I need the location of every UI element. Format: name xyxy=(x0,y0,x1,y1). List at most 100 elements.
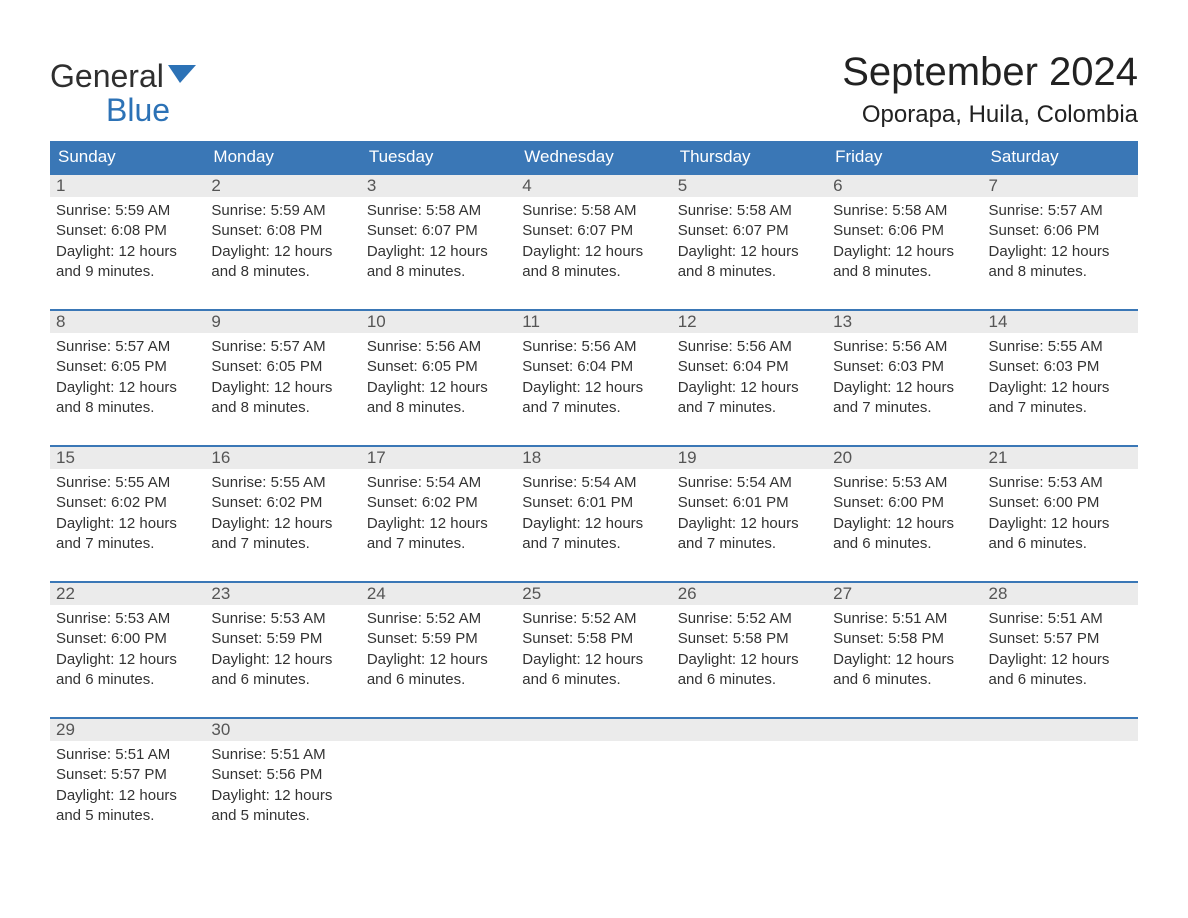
day-details: Sunrise: 5:58 AMSunset: 6:07 PMDaylight:… xyxy=(516,197,671,282)
day-details: Sunrise: 5:56 AMSunset: 6:04 PMDaylight:… xyxy=(516,333,671,418)
day-number: 26 xyxy=(672,583,827,605)
day-details: Sunrise: 5:57 AMSunset: 6:06 PMDaylight:… xyxy=(983,197,1138,282)
calendar-day xyxy=(827,719,982,839)
day-details: Sunrise: 5:51 AMSunset: 5:56 PMDaylight:… xyxy=(205,741,360,826)
weekday-label: Friday xyxy=(827,141,982,173)
calendar-day: 9Sunrise: 5:57 AMSunset: 6:05 PMDaylight… xyxy=(205,311,360,431)
day-number xyxy=(983,719,1138,741)
day-number: 21 xyxy=(983,447,1138,469)
weekday-label: Tuesday xyxy=(361,141,516,173)
calendar-day: 26Sunrise: 5:52 AMSunset: 5:58 PMDayligh… xyxy=(672,583,827,703)
calendar-week: 29Sunrise: 5:51 AMSunset: 5:57 PMDayligh… xyxy=(50,717,1138,839)
calendar-day: 10Sunrise: 5:56 AMSunset: 6:05 PMDayligh… xyxy=(361,311,516,431)
day-number: 23 xyxy=(205,583,360,605)
day-number: 25 xyxy=(516,583,671,605)
day-number: 14 xyxy=(983,311,1138,333)
calendar-day: 18Sunrise: 5:54 AMSunset: 6:01 PMDayligh… xyxy=(516,447,671,567)
month-title: September 2024 xyxy=(842,50,1138,95)
calendar-week: 15Sunrise: 5:55 AMSunset: 6:02 PMDayligh… xyxy=(50,445,1138,567)
day-number: 20 xyxy=(827,447,982,469)
day-details: Sunrise: 5:52 AMSunset: 5:59 PMDaylight:… xyxy=(361,605,516,690)
calendar-day: 2Sunrise: 5:59 AMSunset: 6:08 PMDaylight… xyxy=(205,175,360,295)
day-number: 4 xyxy=(516,175,671,197)
calendar-day: 4Sunrise: 5:58 AMSunset: 6:07 PMDaylight… xyxy=(516,175,671,295)
day-details: Sunrise: 5:59 AMSunset: 6:08 PMDaylight:… xyxy=(205,197,360,282)
weekday-label: Wednesday xyxy=(516,141,671,173)
calendar-day: 12Sunrise: 5:56 AMSunset: 6:04 PMDayligh… xyxy=(672,311,827,431)
header: General Blue September 2024 Oporapa, Hui… xyxy=(50,50,1138,129)
day-number: 8 xyxy=(50,311,205,333)
calendar-day: 7Sunrise: 5:57 AMSunset: 6:06 PMDaylight… xyxy=(983,175,1138,295)
calendar-day: 19Sunrise: 5:54 AMSunset: 6:01 PMDayligh… xyxy=(672,447,827,567)
day-number: 2 xyxy=(205,175,360,197)
calendar-day: 16Sunrise: 5:55 AMSunset: 6:02 PMDayligh… xyxy=(205,447,360,567)
brand-logo: General Blue xyxy=(50,60,196,127)
day-number: 22 xyxy=(50,583,205,605)
day-number: 3 xyxy=(361,175,516,197)
calendar-day xyxy=(983,719,1138,839)
day-details: Sunrise: 5:54 AMSunset: 6:02 PMDaylight:… xyxy=(361,469,516,554)
location-text: Oporapa, Huila, Colombia xyxy=(842,101,1138,129)
day-number: 5 xyxy=(672,175,827,197)
calendar-day xyxy=(672,719,827,839)
day-details: Sunrise: 5:51 AMSunset: 5:58 PMDaylight:… xyxy=(827,605,982,690)
calendar-day: 21Sunrise: 5:53 AMSunset: 6:00 PMDayligh… xyxy=(983,447,1138,567)
day-number: 13 xyxy=(827,311,982,333)
day-number: 12 xyxy=(672,311,827,333)
day-details: Sunrise: 5:59 AMSunset: 6:08 PMDaylight:… xyxy=(50,197,205,282)
day-number: 18 xyxy=(516,447,671,469)
day-number: 28 xyxy=(983,583,1138,605)
day-details: Sunrise: 5:56 AMSunset: 6:04 PMDaylight:… xyxy=(672,333,827,418)
day-number xyxy=(361,719,516,741)
calendar-day: 15Sunrise: 5:55 AMSunset: 6:02 PMDayligh… xyxy=(50,447,205,567)
weekday-label: Saturday xyxy=(983,141,1138,173)
weekday-label: Sunday xyxy=(50,141,205,173)
calendar-day: 24Sunrise: 5:52 AMSunset: 5:59 PMDayligh… xyxy=(361,583,516,703)
calendar-day: 20Sunrise: 5:53 AMSunset: 6:00 PMDayligh… xyxy=(827,447,982,567)
day-number: 30 xyxy=(205,719,360,741)
calendar-day: 27Sunrise: 5:51 AMSunset: 5:58 PMDayligh… xyxy=(827,583,982,703)
day-number: 10 xyxy=(361,311,516,333)
day-details: Sunrise: 5:53 AMSunset: 6:00 PMDaylight:… xyxy=(983,469,1138,554)
day-details: Sunrise: 5:54 AMSunset: 6:01 PMDaylight:… xyxy=(672,469,827,554)
calendar-day: 3Sunrise: 5:58 AMSunset: 6:07 PMDaylight… xyxy=(361,175,516,295)
calendar-day xyxy=(361,719,516,839)
day-number: 24 xyxy=(361,583,516,605)
calendar-day: 23Sunrise: 5:53 AMSunset: 5:59 PMDayligh… xyxy=(205,583,360,703)
day-details: Sunrise: 5:55 AMSunset: 6:02 PMDaylight:… xyxy=(205,469,360,554)
calendar-week: 8Sunrise: 5:57 AMSunset: 6:05 PMDaylight… xyxy=(50,309,1138,431)
day-number: 1 xyxy=(50,175,205,197)
weeks-container: 1Sunrise: 5:59 AMSunset: 6:08 PMDaylight… xyxy=(50,173,1138,839)
day-number: 9 xyxy=(205,311,360,333)
day-details: Sunrise: 5:53 AMSunset: 6:00 PMDaylight:… xyxy=(827,469,982,554)
calendar: Sunday Monday Tuesday Wednesday Thursday… xyxy=(50,141,1138,839)
day-details: Sunrise: 5:57 AMSunset: 6:05 PMDaylight:… xyxy=(205,333,360,418)
day-number: 15 xyxy=(50,447,205,469)
logo-text-blue: Blue xyxy=(50,92,170,128)
day-number: 16 xyxy=(205,447,360,469)
day-details: Sunrise: 5:58 AMSunset: 6:07 PMDaylight:… xyxy=(361,197,516,282)
calendar-day: 17Sunrise: 5:54 AMSunset: 6:02 PMDayligh… xyxy=(361,447,516,567)
title-block: September 2024 Oporapa, Huila, Colombia xyxy=(842,50,1138,129)
day-details: Sunrise: 5:58 AMSunset: 6:06 PMDaylight:… xyxy=(827,197,982,282)
day-details: Sunrise: 5:53 AMSunset: 6:00 PMDaylight:… xyxy=(50,605,205,690)
calendar-day: 30Sunrise: 5:51 AMSunset: 5:56 PMDayligh… xyxy=(205,719,360,839)
day-number xyxy=(827,719,982,741)
day-number xyxy=(672,719,827,741)
calendar-day: 28Sunrise: 5:51 AMSunset: 5:57 PMDayligh… xyxy=(983,583,1138,703)
day-number xyxy=(516,719,671,741)
logo-flag-icon xyxy=(168,60,196,94)
day-number: 19 xyxy=(672,447,827,469)
calendar-day: 13Sunrise: 5:56 AMSunset: 6:03 PMDayligh… xyxy=(827,311,982,431)
day-number: 7 xyxy=(983,175,1138,197)
day-details: Sunrise: 5:58 AMSunset: 6:07 PMDaylight:… xyxy=(672,197,827,282)
calendar-week: 22Sunrise: 5:53 AMSunset: 6:00 PMDayligh… xyxy=(50,581,1138,703)
day-details: Sunrise: 5:53 AMSunset: 5:59 PMDaylight:… xyxy=(205,605,360,690)
day-details: Sunrise: 5:55 AMSunset: 6:02 PMDaylight:… xyxy=(50,469,205,554)
day-details: Sunrise: 5:55 AMSunset: 6:03 PMDaylight:… xyxy=(983,333,1138,418)
day-number: 11 xyxy=(516,311,671,333)
day-details: Sunrise: 5:56 AMSunset: 6:05 PMDaylight:… xyxy=(361,333,516,418)
day-number: 29 xyxy=(50,719,205,741)
day-details: Sunrise: 5:56 AMSunset: 6:03 PMDaylight:… xyxy=(827,333,982,418)
calendar-day: 11Sunrise: 5:56 AMSunset: 6:04 PMDayligh… xyxy=(516,311,671,431)
